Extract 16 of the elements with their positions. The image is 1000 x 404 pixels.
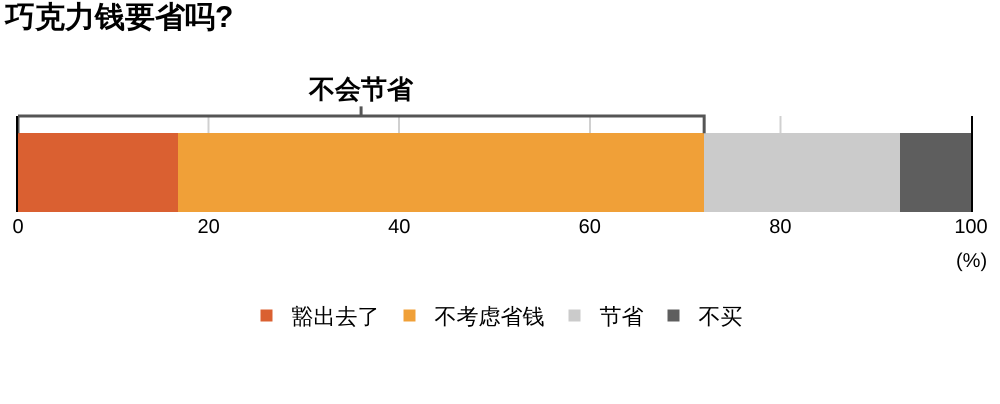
bar (18, 133, 178, 212)
x-tick-label: 80 (769, 216, 792, 238)
legend-label: 不考虑省钱 (434, 304, 544, 330)
text: 不会节省 (308, 74, 414, 104)
legend-label: 不买 (698, 304, 742, 330)
bar (178, 133, 704, 212)
x-tick-label: 100 (954, 216, 988, 238)
legend-label: 豁出去了 (292, 304, 380, 330)
x-tick-label: 60 (578, 216, 601, 238)
x-axis-title: (%) (956, 250, 988, 272)
legend-label: 节省 (600, 304, 644, 330)
bar (900, 133, 971, 212)
x-tick-label: 20 (197, 216, 220, 238)
x-tick-label: 40 (388, 216, 410, 238)
x-tick-label: 0 (12, 216, 24, 238)
chart-title: 巧克力钱要省吗? (4, 1, 234, 34)
